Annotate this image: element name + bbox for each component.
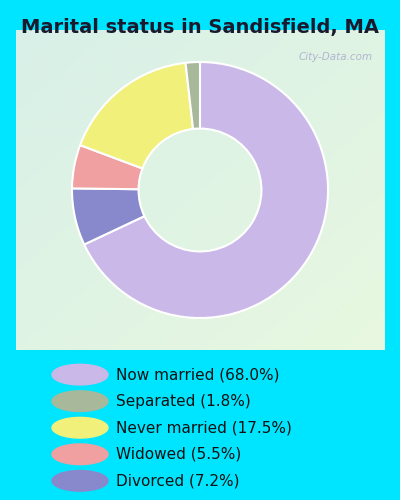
Circle shape (52, 364, 108, 385)
Wedge shape (186, 62, 200, 129)
Text: Marital status in Sandisfield, MA: Marital status in Sandisfield, MA (21, 18, 379, 36)
Circle shape (52, 444, 108, 464)
Wedge shape (72, 145, 142, 189)
Text: Now married (68.0%): Now married (68.0%) (116, 367, 280, 382)
Wedge shape (84, 62, 328, 318)
Text: Separated (1.8%): Separated (1.8%) (116, 394, 251, 408)
Text: Divorced (7.2%): Divorced (7.2%) (116, 474, 240, 488)
Circle shape (52, 418, 108, 438)
Wedge shape (80, 63, 193, 168)
Text: Widowed (5.5%): Widowed (5.5%) (116, 447, 241, 462)
Circle shape (52, 470, 108, 491)
Circle shape (52, 391, 108, 411)
Text: Never married (17.5%): Never married (17.5%) (116, 420, 292, 435)
Wedge shape (72, 188, 144, 244)
Text: City-Data.com: City-Data.com (299, 52, 373, 62)
